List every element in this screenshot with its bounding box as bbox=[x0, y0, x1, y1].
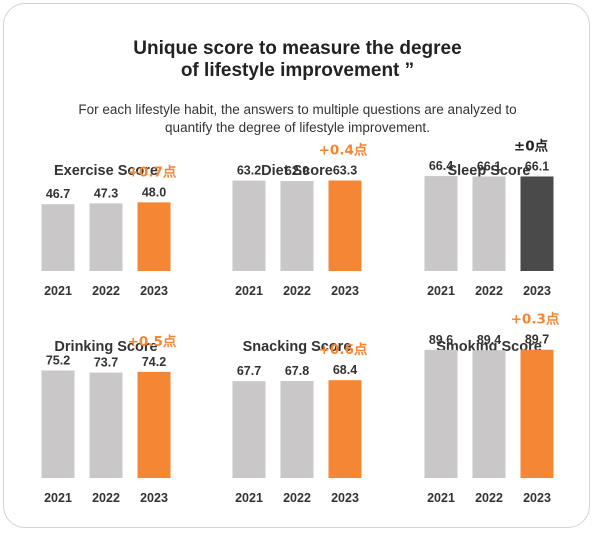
drinking-score-change-label: +0.5点 bbox=[128, 333, 177, 350]
snacking-score-bar-2023 bbox=[328, 380, 362, 478]
sleep-score-tick-2021: 2021 bbox=[427, 284, 455, 298]
exercise-score-tick-2023: 2023 bbox=[140, 284, 168, 298]
drinking-score-value-label-2023: 74.2 bbox=[142, 355, 166, 369]
diet-score-bar-2021 bbox=[232, 180, 266, 271]
snacking-score-bar-2022 bbox=[280, 381, 314, 478]
exercise-score-value-label-2022: 47.3 bbox=[94, 186, 118, 200]
drinking-score-value-label-2021: 75.2 bbox=[46, 353, 70, 367]
snacking-score-value-label-2022: 67.8 bbox=[285, 364, 309, 378]
sleep-score-value-label-2022: 66.1 bbox=[477, 159, 501, 173]
exercise-score-value-label-2021: 46.7 bbox=[46, 187, 70, 201]
smoking-score-bar-2021 bbox=[424, 349, 458, 478]
smoking-score-bar-2023 bbox=[520, 349, 554, 478]
diet-score-bar-2022 bbox=[280, 181, 314, 271]
subtitle-line-2: quantify the degree of lifestyle improve… bbox=[165, 120, 430, 135]
snacking-score-tick-2023: 2023 bbox=[331, 491, 359, 505]
smoking-score-bar-2022 bbox=[472, 350, 506, 478]
smoking-score-value-label-2021: 89.6 bbox=[429, 333, 453, 347]
drinking-score-title: Drinking Score bbox=[54, 339, 157, 355]
sleep-score-value-label-2023: 66.1 bbox=[525, 159, 549, 173]
exercise-score-bar-2022 bbox=[89, 203, 123, 271]
sleep-score-title: Sleep Score bbox=[447, 163, 530, 179]
exercise-score-tick-2022: 2022 bbox=[92, 284, 120, 298]
sleep-score-bar-2021 bbox=[424, 176, 458, 271]
page-subtitle: For each lifestyle habit, the answers to… bbox=[30, 101, 565, 137]
smoking-score-value-label-2023: 89.7 bbox=[525, 333, 549, 347]
diet-score-title: Diet Score bbox=[261, 163, 333, 179]
snacking-score-tick-2022: 2022 bbox=[283, 491, 311, 505]
sleep-score-bar-2022 bbox=[472, 176, 506, 271]
exercise-score-change-label: +0.7点 bbox=[128, 163, 177, 180]
sleep-score-value-label-2021: 66.4 bbox=[429, 159, 453, 173]
diet-score-value-label-2021: 63.2 bbox=[237, 164, 261, 178]
snacking-score-bar-2021 bbox=[232, 381, 266, 478]
diet-score-bar-2023 bbox=[328, 180, 362, 271]
smoking-score-value-label-2022: 89.4 bbox=[477, 333, 501, 347]
sleep-score-bar-2023 bbox=[520, 176, 554, 271]
drinking-score-bar-2023 bbox=[137, 371, 171, 478]
smoking-score-title: Smoking Score bbox=[436, 339, 542, 355]
exercise-score-bar-2023 bbox=[137, 202, 171, 271]
sleep-score-change-label: ±0点 bbox=[514, 137, 549, 154]
diet-score-value-label-2022: 62.9 bbox=[285, 164, 309, 178]
diet-score-value-label-2023: 63.3 bbox=[333, 163, 357, 177]
exercise-score-value-label-2023: 48.0 bbox=[142, 185, 166, 199]
snacking-score-value-label-2021: 67.7 bbox=[237, 364, 261, 378]
smoking-score-tick-2021: 2021 bbox=[427, 491, 455, 505]
drinking-score-tick-2022: 2022 bbox=[92, 491, 120, 505]
snacking-score-title: Snacking Score bbox=[243, 339, 352, 355]
drinking-score-value-label-2022: 73.7 bbox=[94, 356, 118, 370]
snacking-score-tick-2021: 2021 bbox=[235, 491, 263, 505]
smoking-score-tick-2022: 2022 bbox=[475, 491, 503, 505]
drinking-score-bar-2021 bbox=[41, 370, 75, 478]
snacking-score-value-label-2023: 68.4 bbox=[333, 363, 357, 377]
diet-score-tick-2021: 2021 bbox=[235, 284, 263, 298]
diet-score-change-label: +0.4点 bbox=[319, 141, 368, 158]
drinking-score-tick-2023: 2023 bbox=[140, 491, 168, 505]
drinking-score-bar-2022 bbox=[89, 372, 123, 478]
subtitle-line-1: For each lifestyle habit, the answers to… bbox=[78, 102, 517, 117]
diet-score-tick-2022: 2022 bbox=[283, 284, 311, 298]
title-line-1: Unique score to measure the degree bbox=[133, 38, 462, 59]
sleep-score-tick-2022: 2022 bbox=[475, 284, 503, 298]
title-line-2: of lifestyle improvement ” bbox=[180, 60, 415, 81]
exercise-score-tick-2021: 2021 bbox=[44, 284, 72, 298]
smoking-score-change-label: +0.3点 bbox=[511, 311, 560, 328]
snacking-score-change-label: +0.6点 bbox=[319, 341, 368, 358]
diet-score-tick-2023: 2023 bbox=[331, 284, 359, 298]
drinking-score-tick-2021: 2021 bbox=[44, 491, 72, 505]
exercise-score-bar-2021 bbox=[41, 204, 75, 271]
smoking-score-tick-2023: 2023 bbox=[523, 491, 551, 505]
exercise-score-title: Exercise Score bbox=[54, 163, 158, 179]
page-title: Unique score to measure the degree of li… bbox=[0, 38, 595, 82]
sleep-score-tick-2023: 2023 bbox=[523, 284, 551, 298]
